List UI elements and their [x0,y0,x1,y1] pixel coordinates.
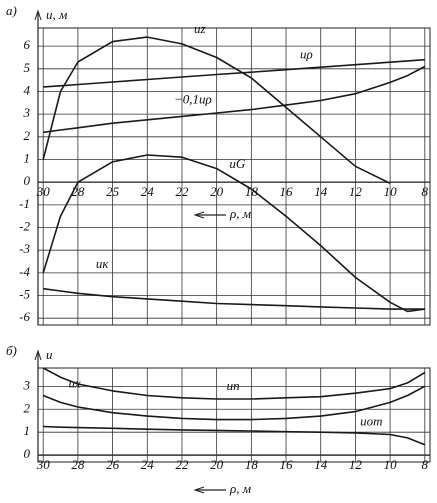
y-tick-label: 5 [24,60,31,75]
y-tick-label: 1 [24,150,31,165]
x-tick-label: 22 [175,457,189,472]
y-tick-label: 1 [24,423,31,438]
x-axis-arrowhead [193,486,205,494]
x-tick-label: 12 [349,457,363,472]
panel-label: а) [6,3,17,18]
line-series [42,36,391,185]
x-tick-label: 20 [210,457,224,472]
series-label: uG [229,156,246,171]
x-axis-label: ρ, м [229,206,251,221]
y-axis-arrow [34,349,42,361]
y-tick-label: -2 [19,218,30,233]
line-series [43,65,426,134]
x-tick-label: 30 [36,457,51,472]
x-tick-label: 26 [106,457,120,472]
y-tick-label: 4 [24,82,31,97]
x-tick-label: 24 [141,457,155,472]
y-tick-label: 3 [23,105,31,120]
y-tick-label: -4 [19,264,30,279]
y-tick-label: 2 [24,128,31,143]
x-axis-arrowhead [193,211,205,219]
x-tick-label: 14 [314,457,328,472]
line-series [42,385,426,421]
y-tick-label: 0 [24,173,31,188]
x-axis-label: ρ, м [229,481,251,496]
y-tick-label: -1 [19,196,30,211]
y-tick-label: 6 [24,37,31,52]
y-tick-label: -6 [19,309,30,324]
series-label: uρ [300,47,313,62]
y-tick-label: 3 [23,377,31,392]
line-series [43,58,425,88]
y-axis-label: u, м [46,7,67,22]
y-tick-label: 0 [24,446,31,461]
x-tick-label: 16 [280,457,294,472]
y-axis-arrow [34,9,42,21]
y-tick-label: -3 [19,241,30,256]
y-tick-label: 2 [24,400,31,415]
panel-label: б) [6,343,17,358]
series-label: uz [194,21,206,36]
series-label: uот [360,413,382,428]
line-series [43,287,425,310]
x-tick-label: 28 [71,457,85,472]
x-tick-label: 8 [422,457,429,472]
series-label: −0,1uρ [174,91,212,106]
line-series [42,367,426,400]
y-tick-label: -5 [19,287,30,302]
series-label: uк [96,256,110,271]
line-series [43,425,426,446]
x-tick-label: 18 [245,457,259,472]
y-axis-label: u [46,347,53,362]
series-label: uп [227,378,240,393]
x-tick-label: 10 [384,457,398,472]
line-series [42,154,425,313]
